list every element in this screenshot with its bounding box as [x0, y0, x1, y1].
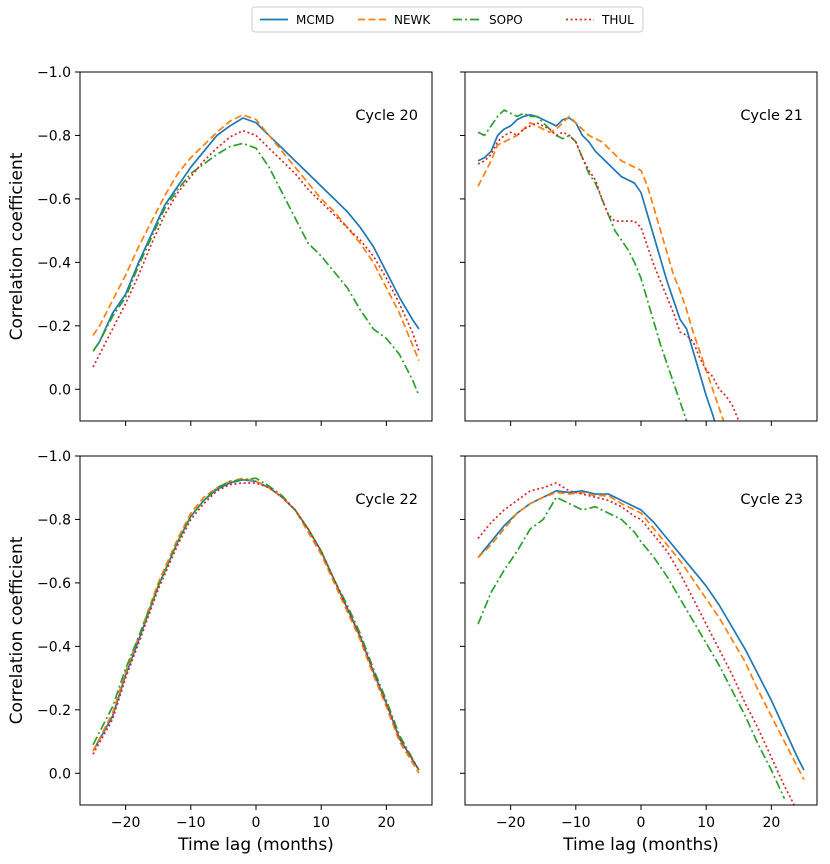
x-tick-label: 0	[637, 815, 646, 831]
series-line-thul	[477, 482, 796, 805]
x-tick-label: −10	[176, 815, 206, 831]
y-tick-label: −0.2	[37, 703, 71, 719]
series-line-mcmd	[92, 117, 420, 352]
axes-frame	[79, 71, 433, 422]
legend-entry-mcmd: MCMD	[260, 13, 334, 27]
y-tick-label: 0.0	[49, 382, 71, 398]
x-tick-label: 20	[377, 815, 395, 831]
axes-frame	[464, 71, 818, 422]
x-axis-title: Time lag (months)	[562, 835, 719, 855]
series-line-thul	[92, 129, 420, 368]
y-tick-label: −0.2	[37, 319, 71, 335]
panel-title: Cycle 22	[355, 492, 418, 508]
series-line-newk	[92, 113, 420, 362]
legend-label: NEWK	[394, 13, 431, 27]
y-tick-label: −1.0	[37, 449, 71, 465]
panel-top-right: Cycle 21	[460, 71, 818, 426]
legend-label: MCMD	[296, 13, 334, 27]
x-axis-title: Time lag (months)	[177, 835, 334, 855]
x-tick-label: 20	[762, 815, 780, 831]
legend-entry-thul: THUL	[566, 13, 634, 27]
y-tick-label: −0.4	[37, 639, 71, 655]
series-line-sopo	[477, 496, 786, 800]
panel-title: Cycle 20	[355, 108, 418, 124]
y-tick-label: −0.8	[37, 512, 71, 528]
legend-label: THUL	[601, 13, 634, 27]
panel-bottom-left: −20 −10 0 10 20 −1.0 −0.8 −0.6 −0.4 −0.2 0.0 Cycle …	[7, 449, 433, 855]
series-line-mcmd	[92, 478, 420, 771]
series-line-sopo	[92, 142, 420, 396]
y-tick-label: −0.6	[37, 576, 71, 592]
x-tick-label: 0	[252, 815, 261, 831]
x-tick-label: −20	[111, 815, 141, 831]
y-tick-label: −0.6	[37, 192, 71, 208]
series-line-mcmd	[477, 113, 716, 421]
series-group	[92, 477, 420, 774]
x-tick-label: 10	[312, 815, 330, 831]
y-tick-label: −0.4	[37, 255, 71, 271]
panels: −1.0 −0.8 −0.6 −0.4 −0.2 0.0 Cycle 20 Correlati…	[7, 65, 818, 855]
series-line-sopo	[92, 477, 420, 771]
legend-entry-sopo: SOPO	[453, 13, 523, 27]
legend: MCMD NEWK SOPO THUL	[251, 6, 644, 33]
axes-frame	[79, 455, 433, 806]
panel-title: Cycle 21	[740, 108, 803, 124]
axes-frame	[464, 455, 818, 806]
legend-box	[251, 6, 644, 33]
y-tick-label: −1.0	[37, 65, 71, 81]
y-tick-label: 0.0	[49, 766, 71, 782]
series-line-mcmd	[477, 490, 805, 771]
y-axis-title: Correlation coefficient	[7, 536, 27, 724]
legend-entry-newk: NEWK	[358, 13, 431, 27]
legend-label: SOPO	[489, 13, 523, 27]
x-tick-label: 10	[697, 815, 715, 831]
series-line-newk	[477, 491, 805, 781]
series-line-newk	[477, 115, 725, 421]
panel-top-left: −1.0 −0.8 −0.6 −0.4 −0.2 0.0 Cycle 20 Correlati…	[7, 65, 433, 426]
series-group	[477, 482, 805, 805]
y-axis-title: Correlation coefficient	[7, 152, 27, 340]
panel-title: Cycle 23	[740, 492, 803, 508]
series-group	[92, 113, 420, 396]
panel-bottom-right: −20 −10 0 10 20 Cycle 23 Time lag (months)	[460, 455, 818, 855]
series-line-newk	[92, 477, 420, 774]
x-tick-label: −20	[496, 815, 526, 831]
x-tick-label: −10	[561, 815, 591, 831]
series-line-sopo	[477, 109, 688, 421]
y-tick-label: −0.8	[37, 128, 71, 144]
series-group	[477, 109, 740, 421]
series-line-thul	[92, 482, 420, 771]
